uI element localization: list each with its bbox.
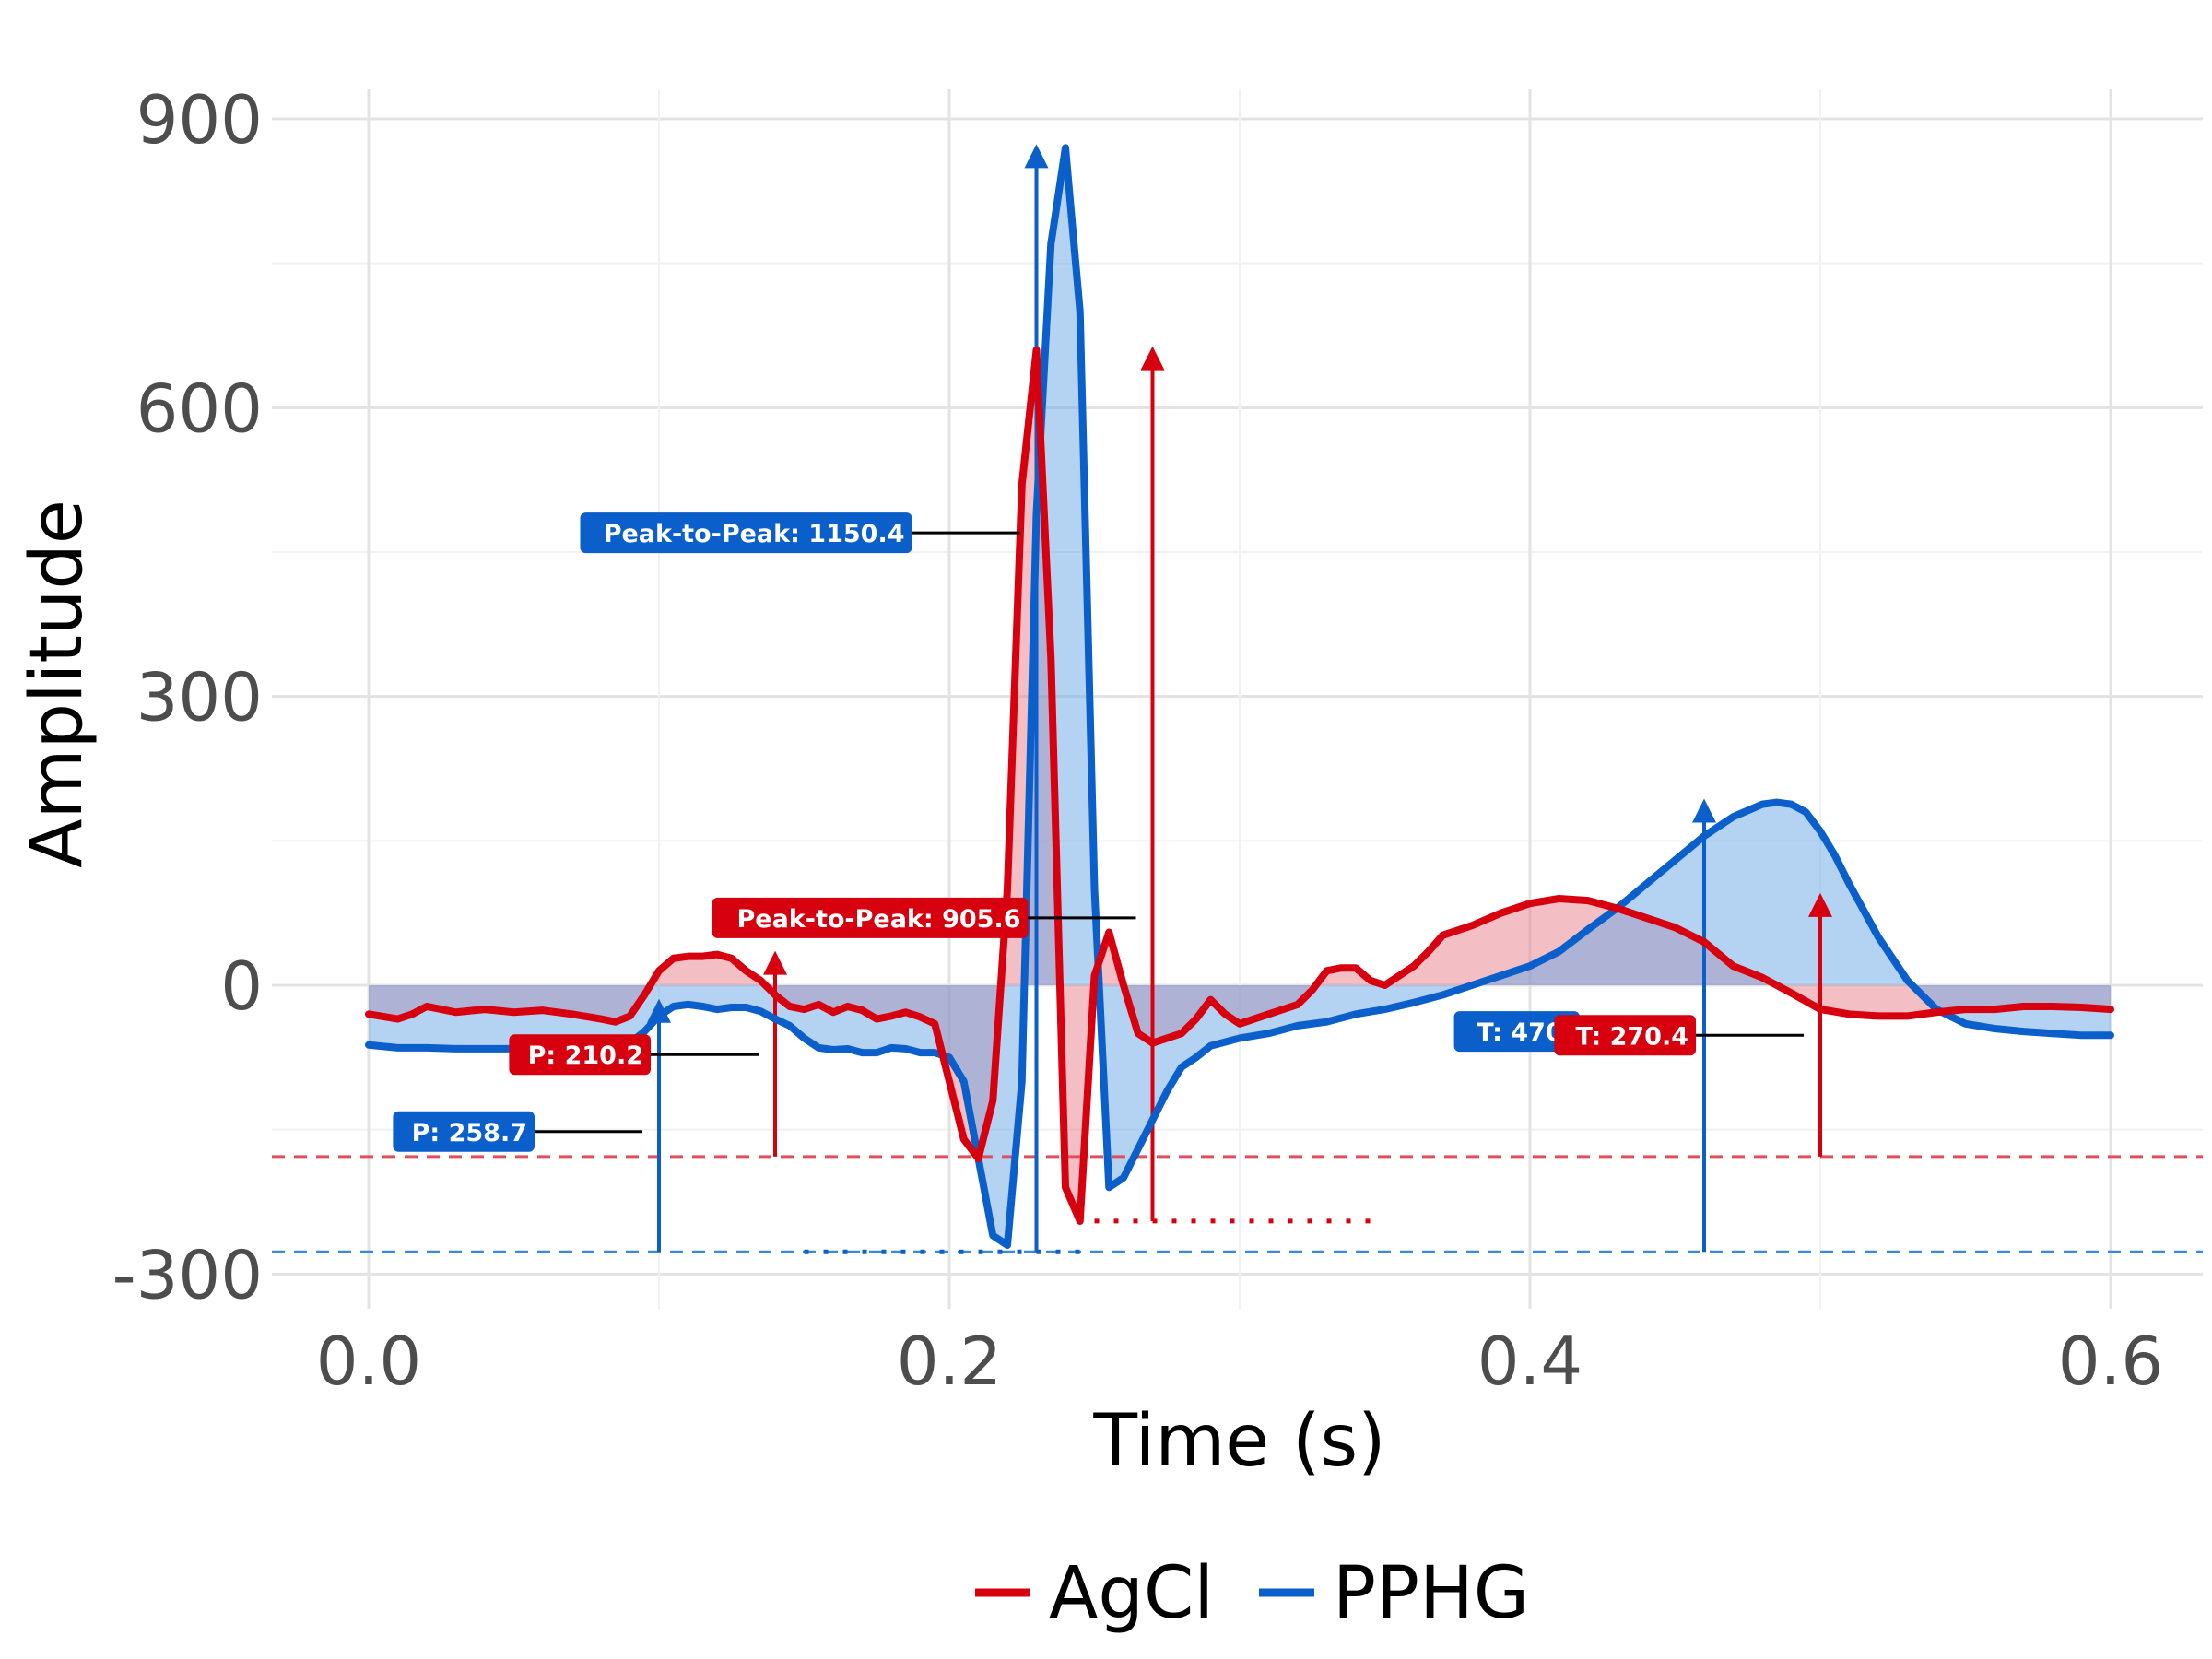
agcl-arrow-head	[763, 950, 787, 975]
agcl-annotation-label: P: 210.2	[509, 1034, 759, 1076]
annotation-text: Peak-to-Peak: 1150.4	[604, 520, 905, 548]
pphg-area	[369, 147, 2111, 1245]
y-tick-label: 600	[136, 370, 263, 447]
annotation-labels: Peak-to-Peak: 1150.4 Peak-to-Peak: 905.6 P…	[393, 512, 1804, 1152]
reference-lines	[272, 1155, 2203, 1253]
agcl-arrow-head	[1808, 892, 1832, 917]
pphg-arrow-head	[647, 998, 671, 1023]
y-tick-label: -300	[112, 1236, 263, 1313]
pphg-legend-label: PPHG	[1333, 1552, 1529, 1635]
interval-markers	[804, 1218, 1385, 1254]
label-box	[712, 897, 1029, 938]
series-lines	[365, 144, 2114, 1249]
annotation-text: P: 258.7	[412, 1119, 527, 1147]
pphg-arrow-head	[1692, 798, 1716, 823]
agcl-legend-label: AgCl	[1049, 1552, 1214, 1635]
x-tick-label: 0.6	[2058, 1323, 2164, 1400]
x-tick-label: 0.0	[316, 1323, 422, 1400]
y-tick-label: 900	[136, 81, 263, 159]
annotation-arrows	[647, 144, 1832, 1253]
agcl-annotation-label: T: 270.4	[1554, 1015, 1804, 1056]
y-tick-label: 300	[136, 659, 263, 736]
grid	[272, 89, 2203, 1309]
pphg-annotation-label: P: 258.7	[393, 1111, 642, 1152]
pphg-arrow-head	[1024, 144, 1049, 169]
label-box	[580, 512, 912, 554]
agcl-line	[365, 346, 2114, 1225]
annotation-text: P: 210.2	[528, 1041, 643, 1070]
label-box	[1554, 1015, 1696, 1056]
tick-labels: 0.0 0.2 0.4 0.6 -300 0 300 600 900	[112, 81, 2164, 1400]
annotation-text: Peak-to-Peak: 905.6	[736, 905, 1020, 934]
area-fills	[369, 147, 2111, 1245]
y-tick-label: 0	[220, 947, 263, 1025]
label-box	[1453, 1011, 1580, 1053]
label-box	[393, 1111, 535, 1152]
y-axis-title: Amplitude	[16, 500, 99, 868]
agcl-arrow-head	[1140, 346, 1165, 371]
pphg-line	[365, 144, 2114, 1249]
legend: AgCl PPHG	[975, 1552, 1529, 1635]
agcl-annotation-label: Peak-to-Peak: 905.6	[712, 897, 1136, 938]
x-tick-label: 0.4	[1477, 1323, 1583, 1400]
x-axis-title: Time (s)	[1092, 1400, 1385, 1483]
annotation-text: T: 270.4	[1575, 1022, 1688, 1051]
x-tick-label: 0.2	[897, 1323, 1003, 1400]
pphg-annotation-label: Peak-to-Peak: 1150.4	[580, 512, 1020, 554]
label-box	[509, 1034, 651, 1076]
